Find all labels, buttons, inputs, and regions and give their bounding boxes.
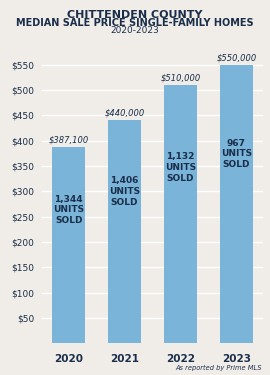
Text: CHITTENDEN COUNTY: CHITTENDEN COUNTY (67, 10, 203, 21)
Text: $550,000: $550,000 (216, 53, 256, 62)
Text: $387,100: $387,100 (49, 136, 89, 145)
Text: 1,406
UNITS
SOLD: 1,406 UNITS SOLD (109, 176, 140, 207)
Text: $440,000: $440,000 (104, 109, 145, 118)
Text: 967
UNITS
SOLD: 967 UNITS SOLD (221, 138, 252, 169)
Text: MEDIAN SALE PRICE SINGLE-FAMILY HOMES: MEDIAN SALE PRICE SINGLE-FAMILY HOMES (16, 18, 254, 28)
Text: 1,344
UNITS
SOLD: 1,344 UNITS SOLD (53, 195, 84, 225)
Bar (108, 120, 141, 343)
Text: 1,132
UNITS
SOLD: 1,132 UNITS SOLD (165, 152, 196, 183)
Text: 2020-2023: 2020-2023 (111, 26, 159, 35)
Bar (52, 147, 86, 343)
Text: $510,000: $510,000 (160, 74, 201, 82)
Bar (220, 64, 253, 343)
Bar (164, 85, 197, 343)
Text: As reported by Prime MLS: As reported by Prime MLS (176, 365, 262, 371)
